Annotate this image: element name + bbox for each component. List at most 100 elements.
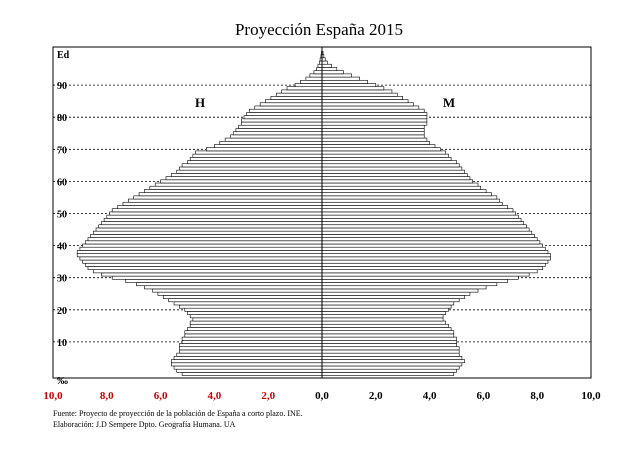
bar-m-age-48 [321, 218, 522, 222]
bar-m-age-21 [321, 304, 452, 309]
bar-h-age-76 [235, 128, 323, 132]
bar-h-age-13 [184, 330, 323, 335]
bar-m-age-62 [321, 173, 468, 177]
bar-m-age-20 [321, 307, 449, 312]
bar-h-age-43 [90, 234, 323, 238]
bar-m-age-26 [321, 288, 479, 293]
bar-h-age-68 [192, 153, 323, 158]
bar-m-age-52 [321, 205, 508, 209]
bar-m-age-37 [321, 253, 551, 258]
bar-m-age-12 [321, 333, 455, 338]
y-axis-label: Ed [57, 50, 70, 61]
bar-m-age-95 [321, 67, 338, 71]
bar-m-age-73 [321, 137, 428, 142]
bar-m-age-49 [321, 214, 519, 219]
x-tick-label-left-4: 2,0 [261, 390, 275, 402]
bar-m-age-13 [321, 330, 455, 335]
bar-m-age-56 [321, 192, 492, 197]
bar-h-age-32 [93, 269, 323, 274]
bar-h-age-30 [111, 275, 323, 280]
bar-m-age-9 [321, 343, 457, 348]
bar-m-age-22 [321, 301, 455, 306]
bar-h-age-47 [101, 221, 323, 226]
bar-m-age-77 [321, 124, 425, 129]
bar-m-age-18 [321, 314, 444, 319]
bar-m-age-61 [321, 176, 471, 181]
bar-h-age-17 [192, 317, 323, 322]
bar-h-age-62 [171, 173, 323, 177]
bar-h-age-82 [249, 108, 323, 113]
bar-h-age-77 [238, 124, 323, 129]
bar-m-age-1 [321, 368, 457, 373]
bar-m-age-96 [321, 63, 332, 68]
bar-h-age-49 [106, 214, 323, 219]
bar-h-age-66 [187, 160, 323, 165]
bar-m-age-0 [321, 372, 455, 376]
bar-m-age-45 [321, 227, 530, 232]
bar-m-age-69 [321, 150, 447, 155]
bar-m-age-58 [321, 185, 482, 190]
bar-h-age-71 [214, 144, 323, 148]
bar-h-age-10 [181, 339, 323, 344]
bar-h-age-41 [84, 240, 323, 245]
bar-m-age-57 [321, 189, 487, 193]
bar-h-age-28 [136, 282, 323, 287]
bar-m-age-54 [321, 198, 500, 203]
bar-h-age-51 [111, 208, 323, 213]
bars [76, 51, 551, 376]
x-axis-ticks: 10,0 8,0 6,0 4,0 2,0 0,0 2,0 4,0 6,0 8,0 10,0 [43, 390, 601, 402]
bar-h-age-26 [152, 288, 323, 293]
bar-h-age-36 [79, 256, 323, 261]
y-tick-label-70: 70 [57, 145, 67, 156]
bar-m-age-16 [321, 320, 447, 325]
bar-m-age-97 [321, 60, 328, 65]
bar-m-age-10 [321, 339, 457, 344]
bar-m-age-32 [321, 269, 538, 274]
bar-h-age-92 [305, 76, 323, 81]
bar-m-age-17 [321, 317, 444, 322]
bar-h-age-24 [162, 295, 323, 299]
bar-h-age-29 [125, 279, 323, 283]
bar-h-age-15 [189, 323, 323, 328]
bar-h-age-88 [281, 89, 323, 94]
bar-m-age-90 [321, 83, 377, 88]
bar-m-age-3 [321, 362, 463, 367]
bar-h-age-34 [84, 262, 323, 267]
chart-title: Proyección España 2015 [234, 20, 404, 39]
bar-h-age-31 [101, 272, 323, 277]
bar-m-age-44 [321, 230, 533, 235]
x-tick-label-right-5: 10,0 [581, 390, 601, 402]
bar-h-age-84 [259, 102, 323, 107]
credit-note: Elaboración: J.D Sempere Dpto. Geografía… [53, 420, 236, 429]
x-tick-label-left-2: 6,0 [154, 390, 168, 402]
bar-m-age-63 [321, 169, 465, 174]
bar-h-age-83 [254, 105, 323, 110]
bar-h-age-54 [128, 198, 323, 203]
x-tick-label-right-4: 8,0 [530, 390, 544, 402]
bar-h-age-72 [219, 140, 323, 145]
bar-h-age-21 [179, 304, 323, 309]
bar-h-age-5 [173, 356, 323, 360]
bar-h-age-11 [181, 336, 323, 341]
bar-h-age-55 [133, 195, 323, 200]
bar-m-age-34 [321, 262, 546, 267]
x-tick-label-right-3: 6,0 [477, 390, 491, 402]
bar-m-age-7 [321, 349, 460, 354]
bar-h-age-89 [286, 86, 323, 91]
bar-h-age-46 [98, 224, 323, 229]
bar-m-age-6 [321, 352, 460, 357]
bar-m-age-93 [321, 73, 352, 78]
bar-h-age-45 [95, 227, 323, 232]
bar-h-age-86 [270, 96, 323, 100]
bar-h-age-87 [275, 92, 323, 97]
y-tick-label-50: 50 [57, 210, 67, 221]
bar-h-age-80 [243, 115, 323, 120]
bar-m-age-29 [321, 279, 508, 283]
bar-h-age-27 [144, 285, 323, 290]
bar-h-age-18 [189, 314, 323, 319]
bar-h-age-78 [241, 121, 323, 126]
bar-m-age-31 [321, 272, 530, 277]
bar-h-age-59 [154, 182, 323, 187]
bar-m-age-68 [321, 153, 449, 158]
bar-m-age-88 [321, 89, 393, 94]
